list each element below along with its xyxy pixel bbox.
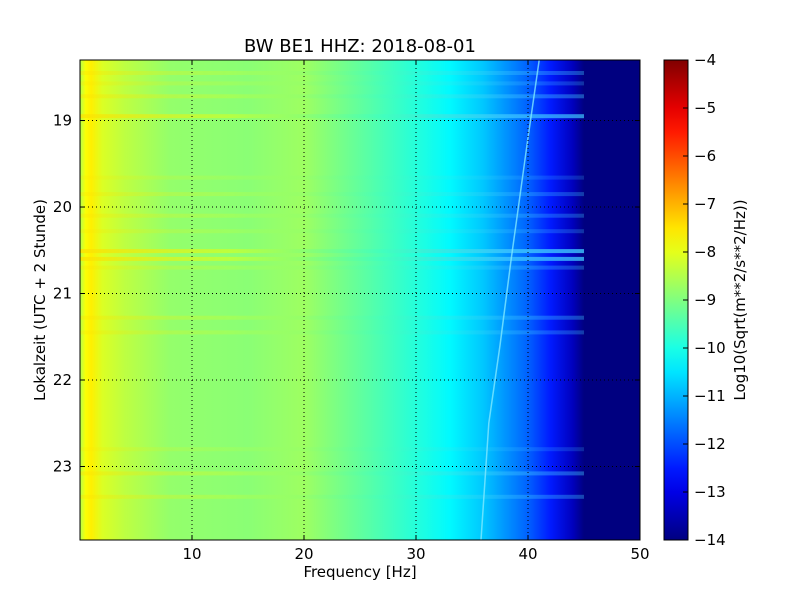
colorbar-tick-label: −12 bbox=[694, 435, 726, 453]
colorbar-tick-label: −4 bbox=[694, 51, 716, 69]
y-tick-label: 23 bbox=[53, 457, 72, 475]
x-tick-label: 10 bbox=[182, 545, 201, 563]
y-tick-label: 22 bbox=[53, 371, 72, 389]
broadband-event-band bbox=[80, 494, 584, 499]
x-tick-label: 40 bbox=[518, 545, 537, 563]
x-axis-label: Frequency [Hz] bbox=[303, 563, 416, 581]
broadband-event-band bbox=[80, 81, 584, 86]
broadband-event-band bbox=[80, 71, 584, 75]
broadband-event-band bbox=[80, 447, 584, 452]
y-tick-label: 19 bbox=[53, 112, 72, 130]
y-axis-label: Lokalzeit (UTC + 2 Stunde) bbox=[31, 199, 49, 401]
colorbar: −4 −5 −6 −7 −8 −9 −10 −11 −12 −13 −14 Log10(Sqrt(m… bbox=[663, 51, 749, 549]
colorbar-label: Log10(Sqrt(m**2/s**2/Hz)) bbox=[731, 199, 749, 400]
colorbar-tick-label: −9 bbox=[694, 291, 716, 309]
broadband-event-band bbox=[80, 94, 584, 99]
spectral-line bbox=[480, 59, 540, 541]
colorbar-tick-label: −6 bbox=[694, 147, 716, 165]
y-tick-label: 20 bbox=[53, 198, 72, 216]
broadband-event-band bbox=[80, 315, 584, 320]
colorbar-tick-label: −5 bbox=[694, 99, 716, 117]
colorbar-tick-label: −7 bbox=[694, 195, 716, 213]
broadband-event-band bbox=[80, 471, 584, 476]
broadband-event-band bbox=[80, 213, 584, 218]
colorbar-tick-label: −10 bbox=[694, 339, 726, 357]
colorbar-axis: −4 −5 −6 −7 −8 −9 −10 −11 −12 −13 −14 bbox=[683, 51, 726, 549]
colorbar-tick-label: −11 bbox=[694, 387, 726, 405]
heatmap-background bbox=[80, 60, 640, 540]
broadband-event-band bbox=[80, 330, 584, 335]
broadband-event-band bbox=[80, 229, 584, 234]
x-tick-label: 50 bbox=[630, 545, 649, 563]
x-tick-label: 20 bbox=[294, 545, 313, 563]
chart-title: BW BE1 HHZ: 2018-08-01 bbox=[244, 36, 476, 57]
colorbar-tick-label: −14 bbox=[694, 531, 726, 549]
broadband-event-band bbox=[80, 249, 584, 254]
grid bbox=[80, 60, 640, 540]
x-axis: 10 20 30 40 50 bbox=[182, 60, 650, 563]
broadband-event-band bbox=[80, 256, 584, 261]
colorbar-tick-label: −13 bbox=[694, 483, 726, 501]
broadband-event-band bbox=[80, 114, 584, 119]
broadband-event-band bbox=[80, 265, 584, 270]
broadband-event-band bbox=[80, 175, 584, 180]
y-tick-label: 21 bbox=[53, 285, 72, 303]
plot-frame bbox=[79, 59, 641, 541]
plot-area: 10 20 30 40 50 19 20 21 22 23 bbox=[53, 59, 650, 563]
heatmap bbox=[80, 59, 640, 541]
y-axis: 19 20 21 22 23 bbox=[53, 112, 640, 475]
broadband-event-band bbox=[80, 192, 584, 197]
x-tick-label: 30 bbox=[406, 545, 425, 563]
colorbar-tick-label: −8 bbox=[694, 243, 716, 261]
